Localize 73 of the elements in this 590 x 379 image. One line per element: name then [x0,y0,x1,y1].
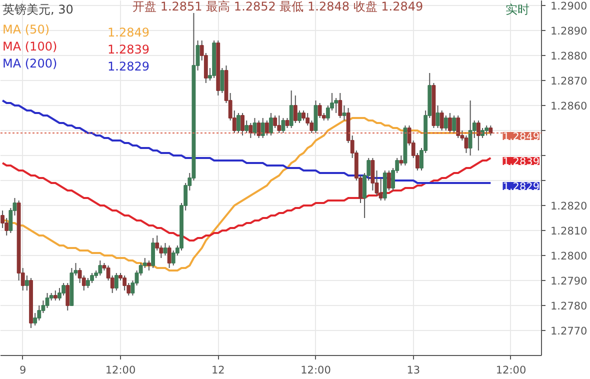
candlestick [468,100,472,156]
candlestick [399,155,404,166]
ref-line-label: 1.2849 [502,131,540,143]
candlestick [45,292,50,308]
text: MA (200) [2,56,58,70]
candlestick [114,272,118,291]
y-tick-label: 1.2820 [550,200,588,212]
candlestick [480,128,484,138]
candlestick [488,125,493,136]
line-series [2,157,492,242]
y-tick-label: 1.2770 [550,326,588,338]
candlestick [244,120,249,134]
candlestick [98,260,102,276]
candlestick [338,92,342,118]
x-tick-label: 12 [211,364,225,376]
candlestick [236,112,240,134]
candlestick [53,290,58,301]
candlestick [147,260,151,271]
y-tick-label: 1.2890 [550,26,588,38]
x-tick-label: 12:00 [496,364,526,376]
candlestick [151,238,155,268]
annotation: 1.2849 [108,26,150,40]
y-tick-label: 1.2780 [550,300,588,312]
annotation: 1.2829 [108,60,150,74]
candlestick [484,125,489,136]
annotation: 1.2839 [502,156,540,168]
y-tick-label: 1.2870 [550,76,588,88]
candlestick [167,245,172,268]
text: MA (50) [2,22,50,36]
candlestick [281,118,286,134]
candlestick [456,115,460,138]
chart-title: 英镑美元, 30 [2,2,74,16]
candlestick [289,90,294,128]
candlestick [248,122,253,138]
candlestick [260,118,265,138]
annotation: 1.2829 [502,181,540,193]
y-tick-label: 1.2800 [550,250,588,262]
candlestick [240,112,244,136]
x-tick-label: 13 [406,364,420,376]
candlestick [452,115,456,134]
y-tick-label: 1.2860 [550,100,588,112]
x-tick-label: 12:00 [105,364,136,376]
candlestick [318,102,322,118]
candlestick [298,110,302,124]
candlestick [370,158,375,191]
y-tick-label: 1.2900 [550,0,588,12]
x-tick-label: 9 [20,364,26,376]
candlestick [163,242,168,256]
annotation: 1.2839 [108,42,150,56]
candlestick [476,120,480,151]
candlestick [66,282,70,311]
candlestick [293,95,298,124]
y-tick-label: 1.2880 [550,50,588,62]
candlestick [444,115,448,131]
candlestick [264,120,269,136]
annotation: 实时 [506,2,530,16]
candlestick [256,120,261,138]
line-series [2,117,492,272]
x-tick-label: 12:00 [300,364,331,376]
candlestick [24,275,29,291]
candlestick [220,68,224,94]
candlestick [342,105,346,121]
candlestick [269,112,273,136]
candlestick [436,105,440,128]
text: MA (100) [2,40,58,54]
candlestick [387,170,391,191]
annotation: 开盘 1.2851 最高 1.2852 最低 1.2848 收盘 1.2849 [132,0,424,14]
candlestick [464,135,468,154]
candlestick [285,118,290,128]
y-tick-label: 1.2790 [550,276,588,288]
candlestick [277,115,282,134]
y-tick-label: 1.2810 [550,226,588,238]
candlestick [448,112,452,134]
